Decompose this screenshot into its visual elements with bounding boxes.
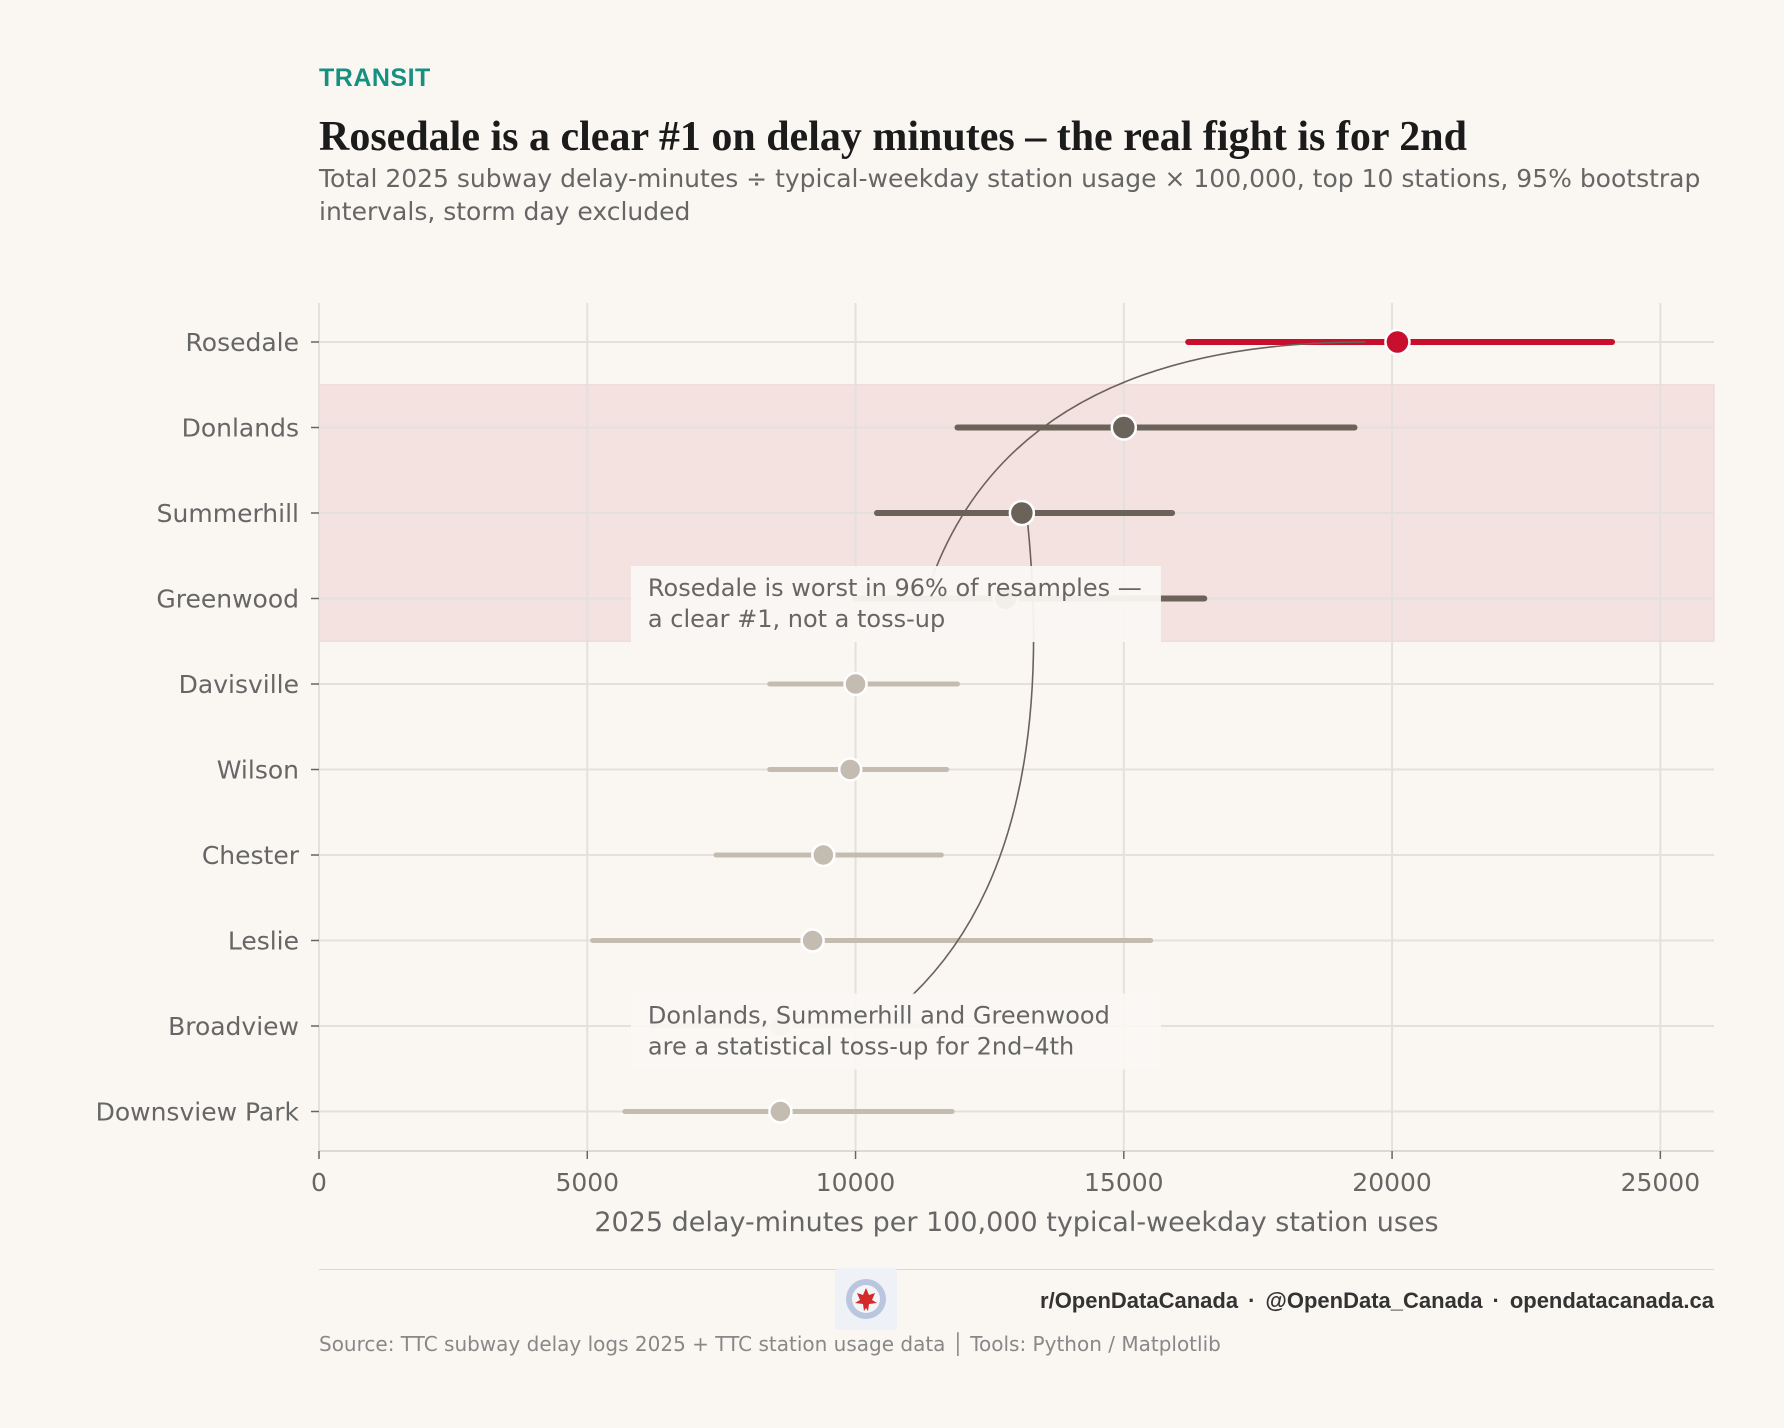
footer-source: Source: TTC subway delay logs 2025 + TTC… — [319, 1332, 1221, 1356]
x-tick-label: 5000 — [555, 1168, 619, 1197]
data-point — [811, 842, 836, 868]
footer-divider — [319, 1269, 1714, 1270]
footer-website-link[interactable]: opendatacanada.ca — [1509, 1288, 1714, 1313]
y-tick-label: Downsview Park — [96, 1098, 300, 1127]
footer-separator: · — [1248, 1288, 1256, 1313]
footer-social: r/OpenDataCanada · @OpenData_Canada · openda… — [1040, 1288, 1714, 1314]
annotation-box — [630, 566, 1161, 643]
x-tick-label: 10000 — [816, 1168, 896, 1197]
y-tick-label: Leslie — [228, 927, 299, 956]
footer-separator: · — [1492, 1288, 1500, 1313]
data-point — [843, 671, 868, 697]
annotation-text: are a statistical toss-up for 2nd–4th — [648, 1033, 1074, 1061]
data-point — [837, 757, 863, 782]
y-tick-label: Greenwood — [156, 585, 299, 614]
data-point — [1384, 328, 1411, 356]
data-point — [1110, 414, 1138, 441]
maple-leaf-logo-icon — [835, 1268, 897, 1330]
x-axis-label: 2025 delay-minutes per 100,000 typical-w… — [594, 1207, 1438, 1238]
data-point — [800, 928, 825, 953]
chart-subtitle: Total 2025 subway delay-minutes ÷ typica… — [319, 164, 1701, 226]
footer-reddit-link[interactable]: r/OpenDataCanada — [1040, 1288, 1239, 1313]
y-tick-label: Davisville — [179, 670, 299, 699]
chart-title: Rosedale is a clear #1 on delay minutes … — [319, 114, 1467, 160]
y-tick-label: Chester — [202, 841, 300, 870]
footer-twitter-link[interactable]: @OpenData_Canada — [1265, 1288, 1483, 1313]
annotation-box — [630, 993, 1161, 1070]
y-tick-label: Rosedale — [186, 328, 299, 357]
y-tick-label: Summerhill — [157, 499, 299, 528]
data-point — [1008, 499, 1036, 527]
x-tick-label: 0 — [311, 1168, 327, 1197]
y-tick-label: Broadview — [168, 1012, 299, 1041]
chart-kicker: TRANSIT — [319, 64, 431, 92]
x-tick-label: 15000 — [1084, 1168, 1164, 1197]
annotation-text: a clear #1, not a toss-up — [648, 605, 945, 633]
annotation-connector — [931, 341, 1366, 579]
y-tick-label: Wilson — [217, 756, 299, 785]
y-tick-label: Donlands — [182, 414, 299, 443]
annotation-text: Donlands, Summerhill and Greenwood — [648, 1002, 1110, 1030]
x-tick-label: 25000 — [1621, 1168, 1701, 1197]
data-point — [768, 1099, 793, 1124]
annotation-text: Rosedale is worst in 96% of resamples — — [648, 574, 1142, 602]
x-tick-label: 20000 — [1352, 1168, 1432, 1197]
